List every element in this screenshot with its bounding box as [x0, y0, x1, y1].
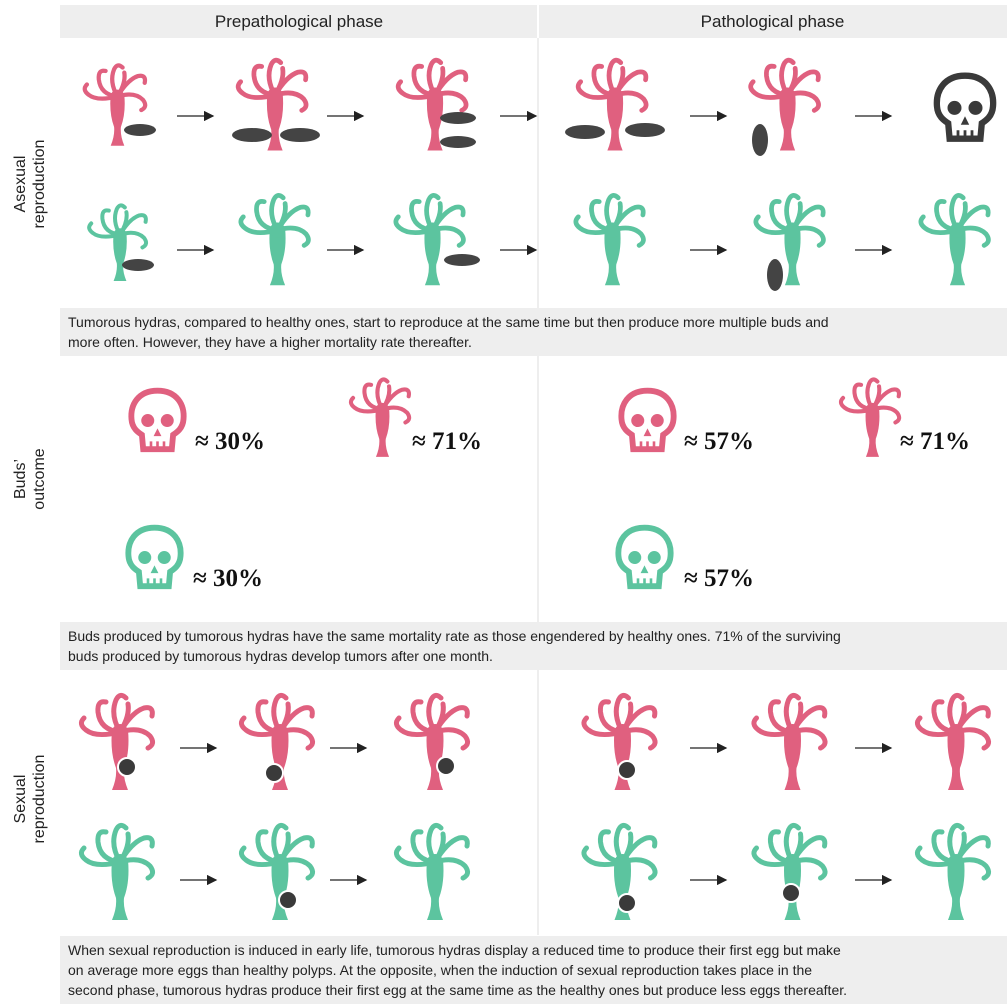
healthy-hydras-asexual [89, 195, 988, 285]
caption-line: Buds produced by tumorous hydras have th… [68, 628, 841, 644]
caption: Buds produced by tumorous hydras have th… [60, 622, 1007, 670]
row-label-line: outcome [31, 448, 48, 510]
row-label: Sexual reproduction [11, 699, 49, 899]
phase-title: Pathological phase [700, 12, 845, 31]
percentage: ≈ 57% [684, 565, 754, 592]
row-label-line: Asexual [12, 155, 29, 213]
buds [124, 112, 768, 156]
row-label-line: reproduction [31, 754, 48, 844]
percentage: ≈ 71% [900, 428, 970, 455]
tumorous-hydras-sexual [81, 695, 988, 790]
row-label-line: Buds’ [12, 458, 29, 500]
caption-line: more often. However, they have a higher … [68, 334, 472, 350]
caption-line: When sexual reproduction is induced in e… [68, 942, 841, 958]
header-band [60, 5, 1007, 38]
row-label-line: Sexual [12, 774, 29, 824]
percentage: ≈ 30% [193, 565, 263, 592]
buds [122, 254, 783, 291]
phase-title: Prepathological phase [214, 12, 384, 31]
percentage: ≈ 30% [195, 428, 265, 455]
caption: When sexual reproduction is induced in e… [60, 936, 1007, 1004]
caption-line: on average more eggs than healthy polyps… [68, 962, 813, 978]
caption-line: second phase, tumorous hydras produce th… [68, 982, 848, 998]
row-label: Buds’ outcome [11, 379, 49, 579]
eggs [117, 756, 801, 913]
dead-hydra-icon [937, 76, 993, 139]
healthy-hydras-sexual [81, 825, 988, 920]
caption-line: Tumorous hydras, compared to healthy one… [68, 314, 829, 330]
row-label-line: reproduction [31, 139, 48, 229]
arrows [177, 110, 893, 886]
caption-line: buds produced by tumorous hydras develop… [68, 648, 493, 664]
percentage: ≈ 57% [684, 428, 754, 455]
caption: Tumorous hydras, compared to healthy one… [60, 308, 1007, 356]
buds-outcome-icons [128, 379, 899, 586]
row-label: Asexual reproduction [11, 84, 49, 284]
percentage: ≈ 71% [412, 428, 482, 455]
